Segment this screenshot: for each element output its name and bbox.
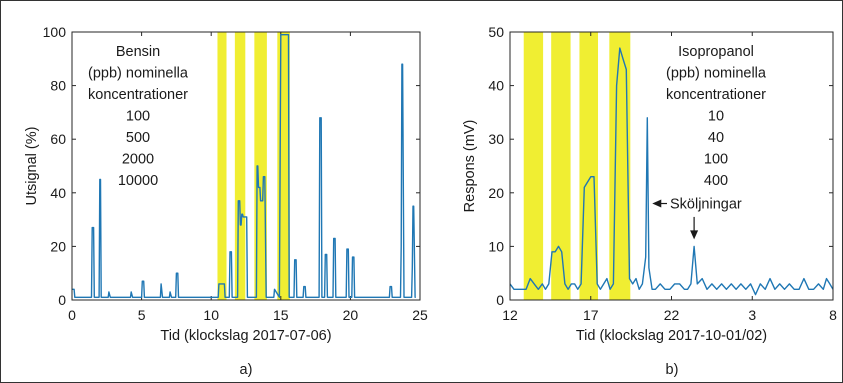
y-tick-label: 40	[50, 185, 66, 201]
y-tick-label: 0	[58, 292, 66, 308]
annotation-line: 100	[704, 152, 728, 168]
y-tick-label: 50	[488, 24, 504, 40]
x-axis-label: Tid (klockslag 2017-07-06)	[160, 328, 331, 344]
y-tick-label: 80	[50, 78, 66, 94]
y-tick-label: 30	[488, 131, 504, 147]
highlight-bands	[217, 32, 290, 300]
panel-label: a)	[240, 362, 253, 378]
x-tick-label: 15	[273, 307, 289, 323]
highlight-bands	[523, 32, 631, 300]
x-tick-label: 20	[343, 307, 359, 323]
annotation-line: 40	[708, 130, 724, 146]
x-tick-label: 25	[412, 307, 428, 323]
chart-panel-a: 0 5 10 15 20 25 0 20 40 60 80 100 Tid (klockslag 2…	[24, 24, 428, 378]
annotation-line: koncentrationer	[88, 87, 188, 103]
annotation-line: Isopropanol	[678, 44, 754, 60]
y-tick-label: 0	[496, 292, 504, 308]
highlight-band	[551, 32, 571, 300]
y-tick-labels: 0 20 40 60 80 100	[43, 24, 67, 308]
x-tick-label: 5	[138, 307, 146, 323]
arrow-head	[652, 199, 662, 208]
x-tick-labels: 12 17 22 3 8	[502, 307, 837, 323]
plot-area	[509, 31, 834, 301]
highlight-band	[217, 32, 227, 300]
annotation-line: 10000	[118, 173, 158, 189]
y-tick-label: 100	[43, 24, 67, 40]
highlight-band	[234, 32, 246, 300]
annotation-line: 10	[708, 109, 724, 125]
annotation-text: Bensin (ppb) nominella koncentrationer 100 5…	[88, 44, 189, 189]
arrow-head	[690, 230, 699, 240]
y-tick-label: 20	[50, 238, 66, 254]
annotation-line: (ppb) nominella	[666, 66, 767, 82]
rinse-arrows	[652, 199, 699, 240]
highlight-band	[579, 32, 599, 300]
annotation-line: Bensin	[116, 44, 160, 60]
chart-panel-b: 12 17 22 3 8 0 10 20 30 40 50 Tid (klockslag 2017…	[462, 24, 837, 378]
annotation-line: 400	[704, 173, 728, 189]
annotation-text: Isopropanol (ppb) nominella koncentratione…	[666, 44, 767, 189]
y-tick-label: 60	[50, 131, 66, 147]
y-tick-label: 10	[488, 238, 504, 254]
y-axis-label: Utsignal (%)	[24, 127, 40, 206]
x-tick-label: 8	[829, 307, 837, 323]
plot-area	[71, 31, 421, 301]
x-tick-labels: 0 5 10 15 20 25	[68, 307, 428, 323]
series-line	[509, 47, 834, 296]
x-tick-label: 3	[748, 307, 756, 323]
annotation-line: 2000	[122, 152, 154, 168]
x-tick-label: 22	[664, 307, 680, 323]
annotation-line: 500	[126, 130, 150, 146]
x-tick-label: 12	[502, 307, 518, 323]
annotation-line: (ppb) nominella	[88, 66, 189, 82]
data-series	[72, 34, 416, 298]
data-series	[509, 47, 834, 296]
x-tick-label: 10	[203, 307, 219, 323]
panel-label: b)	[666, 362, 679, 378]
x-axis-label: Tid (klockslag 2017-10-01/02)	[576, 328, 767, 344]
arrow-label: Sköljningar	[670, 197, 742, 213]
y-tick-labels: 0 10 20 30 40 50	[488, 24, 504, 308]
highlight-band	[254, 32, 267, 300]
series-line	[72, 34, 416, 298]
y-axis-label: Respons (mV)	[462, 120, 478, 213]
highlight-band	[523, 32, 544, 300]
x-tick-label: 0	[68, 307, 76, 323]
annotation-line: 100	[126, 109, 150, 125]
y-tick-label: 20	[488, 185, 504, 201]
y-tick-label: 40	[488, 78, 504, 94]
annotation-line: koncentrationer	[666, 87, 766, 103]
x-tick-label: 17	[583, 307, 599, 323]
